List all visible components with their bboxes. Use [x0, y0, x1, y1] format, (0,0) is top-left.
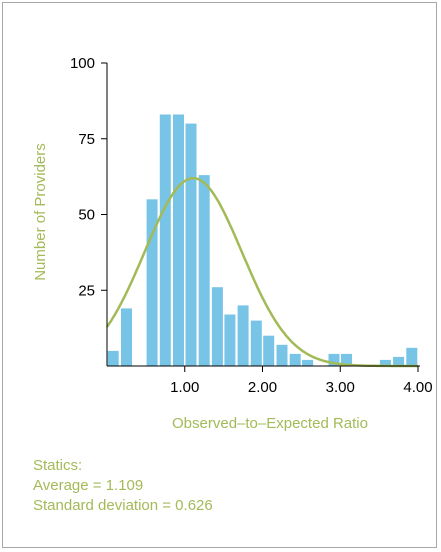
histogram-bar: [393, 356, 405, 366]
histogram-bar: [263, 335, 275, 366]
histogram-bars: [107, 114, 418, 366]
histogram-bar: [146, 199, 158, 366]
histogram-bar: [379, 359, 391, 366]
y-axis-ticks: 25 50 75 100: [70, 55, 107, 299]
x-axis-label: Observed–to–Expected Ratio: [172, 415, 368, 432]
y-tick-label: 25: [78, 282, 95, 299]
statistics-average: Average = 1.109: [33, 477, 144, 494]
histogram-bar: [185, 123, 197, 366]
x-tick-label: 4.00: [403, 379, 432, 396]
y-axis-label: Number of Providers: [32, 143, 49, 281]
histogram-bar: [276, 344, 288, 366]
histogram-bar: [121, 308, 132, 366]
y-tick-label: 50: [78, 207, 95, 224]
histogram-bar: [302, 359, 314, 366]
x-axis-ticks: 1.00 2.00 3.00 4.00: [170, 366, 433, 396]
y-tick-label: 75: [78, 131, 95, 148]
histogram-bar: [328, 353, 340, 366]
y-tick-label: 100: [70, 55, 95, 72]
histogram-bar: [173, 114, 184, 366]
histogram-bar: [159, 114, 171, 366]
histogram-bar: [250, 320, 262, 366]
x-tick-label: 1.00: [170, 379, 199, 396]
histogram-bar: [289, 353, 301, 366]
x-tick-label: 3.00: [326, 379, 355, 396]
histogram-bar: [406, 347, 418, 366]
histogram-bar: [198, 175, 210, 366]
statistics-heading: Statics:: [33, 457, 83, 474]
histogram-bar: [237, 305, 249, 366]
x-tick-label: 2.00: [248, 379, 277, 396]
histogram-bar: [211, 287, 223, 366]
statistics-summary: Statics: Average = 1.109 Standard deviat…: [33, 456, 213, 516]
statistics-standard-deviation: Standard deviation = 0.626: [33, 497, 213, 514]
figure-frame: [2, 2, 437, 548]
histogram-bar: [341, 353, 352, 366]
histogram-bar: [224, 314, 236, 366]
histogram-bar: [107, 350, 119, 366]
